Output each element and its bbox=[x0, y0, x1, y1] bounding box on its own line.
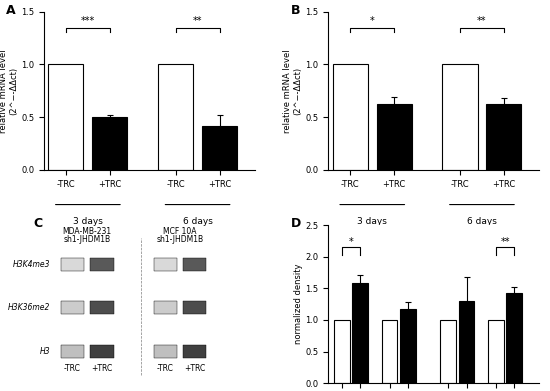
Text: sh1-JHDM1B: sh1-JHDM1B bbox=[156, 235, 204, 244]
Text: B: B bbox=[290, 4, 300, 17]
Bar bbox=[488, 320, 504, 383]
Text: +TRC: +TRC bbox=[184, 364, 205, 373]
FancyBboxPatch shape bbox=[153, 258, 177, 271]
FancyBboxPatch shape bbox=[153, 345, 177, 358]
FancyBboxPatch shape bbox=[90, 258, 113, 271]
Bar bbox=[400, 309, 416, 383]
Y-axis label: relative mRNA level
(2^−-ΔΔct): relative mRNA level (2^−-ΔΔct) bbox=[283, 49, 302, 133]
Text: *: * bbox=[349, 237, 354, 247]
FancyBboxPatch shape bbox=[61, 301, 84, 314]
Text: MCF 10A: MCF 10A bbox=[163, 227, 196, 236]
Bar bbox=[459, 301, 475, 383]
Text: 6 days: 6 days bbox=[183, 217, 212, 226]
Bar bbox=[382, 320, 398, 383]
Text: C: C bbox=[34, 217, 42, 230]
Bar bbox=[506, 293, 522, 383]
FancyBboxPatch shape bbox=[153, 301, 177, 314]
Bar bbox=[333, 65, 368, 170]
Text: D: D bbox=[290, 217, 301, 230]
Y-axis label: normalized density: normalized density bbox=[294, 264, 302, 344]
Text: A: A bbox=[6, 4, 16, 17]
Bar bbox=[486, 104, 521, 170]
FancyBboxPatch shape bbox=[183, 345, 206, 358]
Bar bbox=[442, 65, 477, 170]
FancyBboxPatch shape bbox=[61, 345, 84, 358]
Text: H3: H3 bbox=[40, 347, 50, 356]
Bar bbox=[92, 117, 128, 170]
Text: *: * bbox=[370, 16, 375, 27]
Text: 3 days: 3 days bbox=[73, 217, 103, 226]
Bar bbox=[48, 65, 84, 170]
Text: ***: *** bbox=[81, 16, 95, 27]
FancyBboxPatch shape bbox=[183, 301, 206, 314]
FancyBboxPatch shape bbox=[90, 301, 113, 314]
Text: **: ** bbox=[500, 237, 510, 247]
Text: H3K36me2: H3K36me2 bbox=[8, 303, 50, 312]
Bar bbox=[441, 320, 456, 383]
Text: -TRC: -TRC bbox=[64, 364, 81, 373]
FancyBboxPatch shape bbox=[183, 258, 206, 271]
Text: -TRC: -TRC bbox=[157, 364, 174, 373]
FancyBboxPatch shape bbox=[61, 258, 84, 271]
Bar bbox=[352, 283, 368, 383]
Text: 6 days: 6 days bbox=[467, 217, 497, 226]
Text: H3K4me3: H3K4me3 bbox=[13, 260, 50, 269]
Bar bbox=[334, 320, 350, 383]
Y-axis label: relative mRNA level
(2^−-ΔΔct): relative mRNA level (2^−-ΔΔct) bbox=[0, 49, 18, 133]
Text: +TRC: +TRC bbox=[91, 364, 113, 373]
FancyBboxPatch shape bbox=[90, 345, 113, 358]
Bar bbox=[202, 126, 237, 170]
Bar bbox=[158, 65, 193, 170]
Bar bbox=[377, 104, 412, 170]
Text: MDA-MB-231: MDA-MB-231 bbox=[63, 227, 112, 236]
Text: 3 days: 3 days bbox=[358, 217, 387, 226]
Text: sh1-JHDM1B: sh1-JHDM1B bbox=[64, 235, 111, 244]
Text: **: ** bbox=[477, 16, 487, 27]
Text: **: ** bbox=[193, 16, 202, 27]
